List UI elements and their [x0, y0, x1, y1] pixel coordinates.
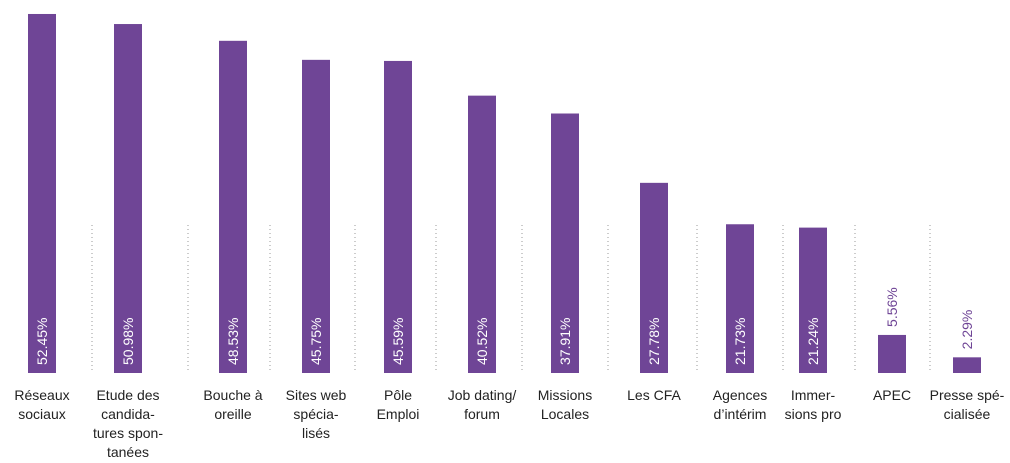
bar — [799, 227, 827, 373]
bar — [468, 95, 496, 374]
bar — [878, 334, 906, 373]
bar — [28, 13, 56, 374]
x-tick-label: Bouche à — [203, 387, 262, 403]
x-tick-label: Pôle — [384, 387, 412, 403]
x-tick-label: oreille — [214, 406, 252, 422]
x-tick-label: Locales — [541, 406, 589, 422]
bar — [551, 113, 579, 374]
x-tick-label: APEC — [873, 387, 911, 403]
value-label: 40.52% — [474, 318, 490, 365]
x-tick-label: sociaux — [18, 406, 65, 422]
x-tick-label: spécia- — [293, 406, 338, 422]
x-tick-label: lisés — [302, 425, 330, 441]
bar — [640, 182, 668, 373]
x-tick-label: Les CFA — [627, 387, 681, 403]
x-tick-label: candida- — [101, 406, 155, 422]
x-tick-label: sions pro — [785, 406, 842, 422]
value-label: 48.53% — [225, 318, 241, 365]
bar — [726, 224, 754, 373]
value-label: 37.91% — [557, 318, 573, 365]
x-tick-label: Sites web — [286, 387, 347, 403]
value-label: 45.75% — [308, 318, 324, 365]
bar — [114, 24, 142, 373]
value-label: 21.24% — [805, 318, 821, 365]
value-label: 45.59% — [390, 318, 406, 365]
bar — [384, 60, 412, 373]
x-tick-label: Immer- — [791, 387, 836, 403]
x-tick-label: Emploi — [377, 406, 420, 422]
x-tick-label: forum — [464, 406, 500, 422]
value-label: 2.29% — [959, 310, 975, 350]
x-tick-label: Réseaux — [14, 387, 69, 403]
value-label: 50.98% — [120, 318, 136, 365]
x-tick-label: Missions — [538, 387, 592, 403]
value-label: 5.56% — [884, 287, 900, 327]
x-tick-label: Job dating/ — [448, 387, 517, 403]
x-tick-label: Presse spé- — [930, 387, 1005, 403]
x-tick-label: Etude des — [96, 387, 159, 403]
x-tick-label: tures spon- — [93, 425, 163, 441]
x-tick-label: cialisée — [944, 406, 991, 422]
bar — [302, 59, 330, 374]
value-label: 27.78% — [646, 318, 662, 365]
x-tick-label: d’intérim — [714, 406, 767, 422]
x-tick-label: tanées — [107, 444, 149, 460]
value-label: 21.73% — [732, 318, 748, 365]
bar — [953, 357, 981, 373]
x-tick-label: Agences — [713, 387, 767, 403]
value-label: 52.45% — [34, 318, 50, 365]
bar — [219, 40, 247, 374]
